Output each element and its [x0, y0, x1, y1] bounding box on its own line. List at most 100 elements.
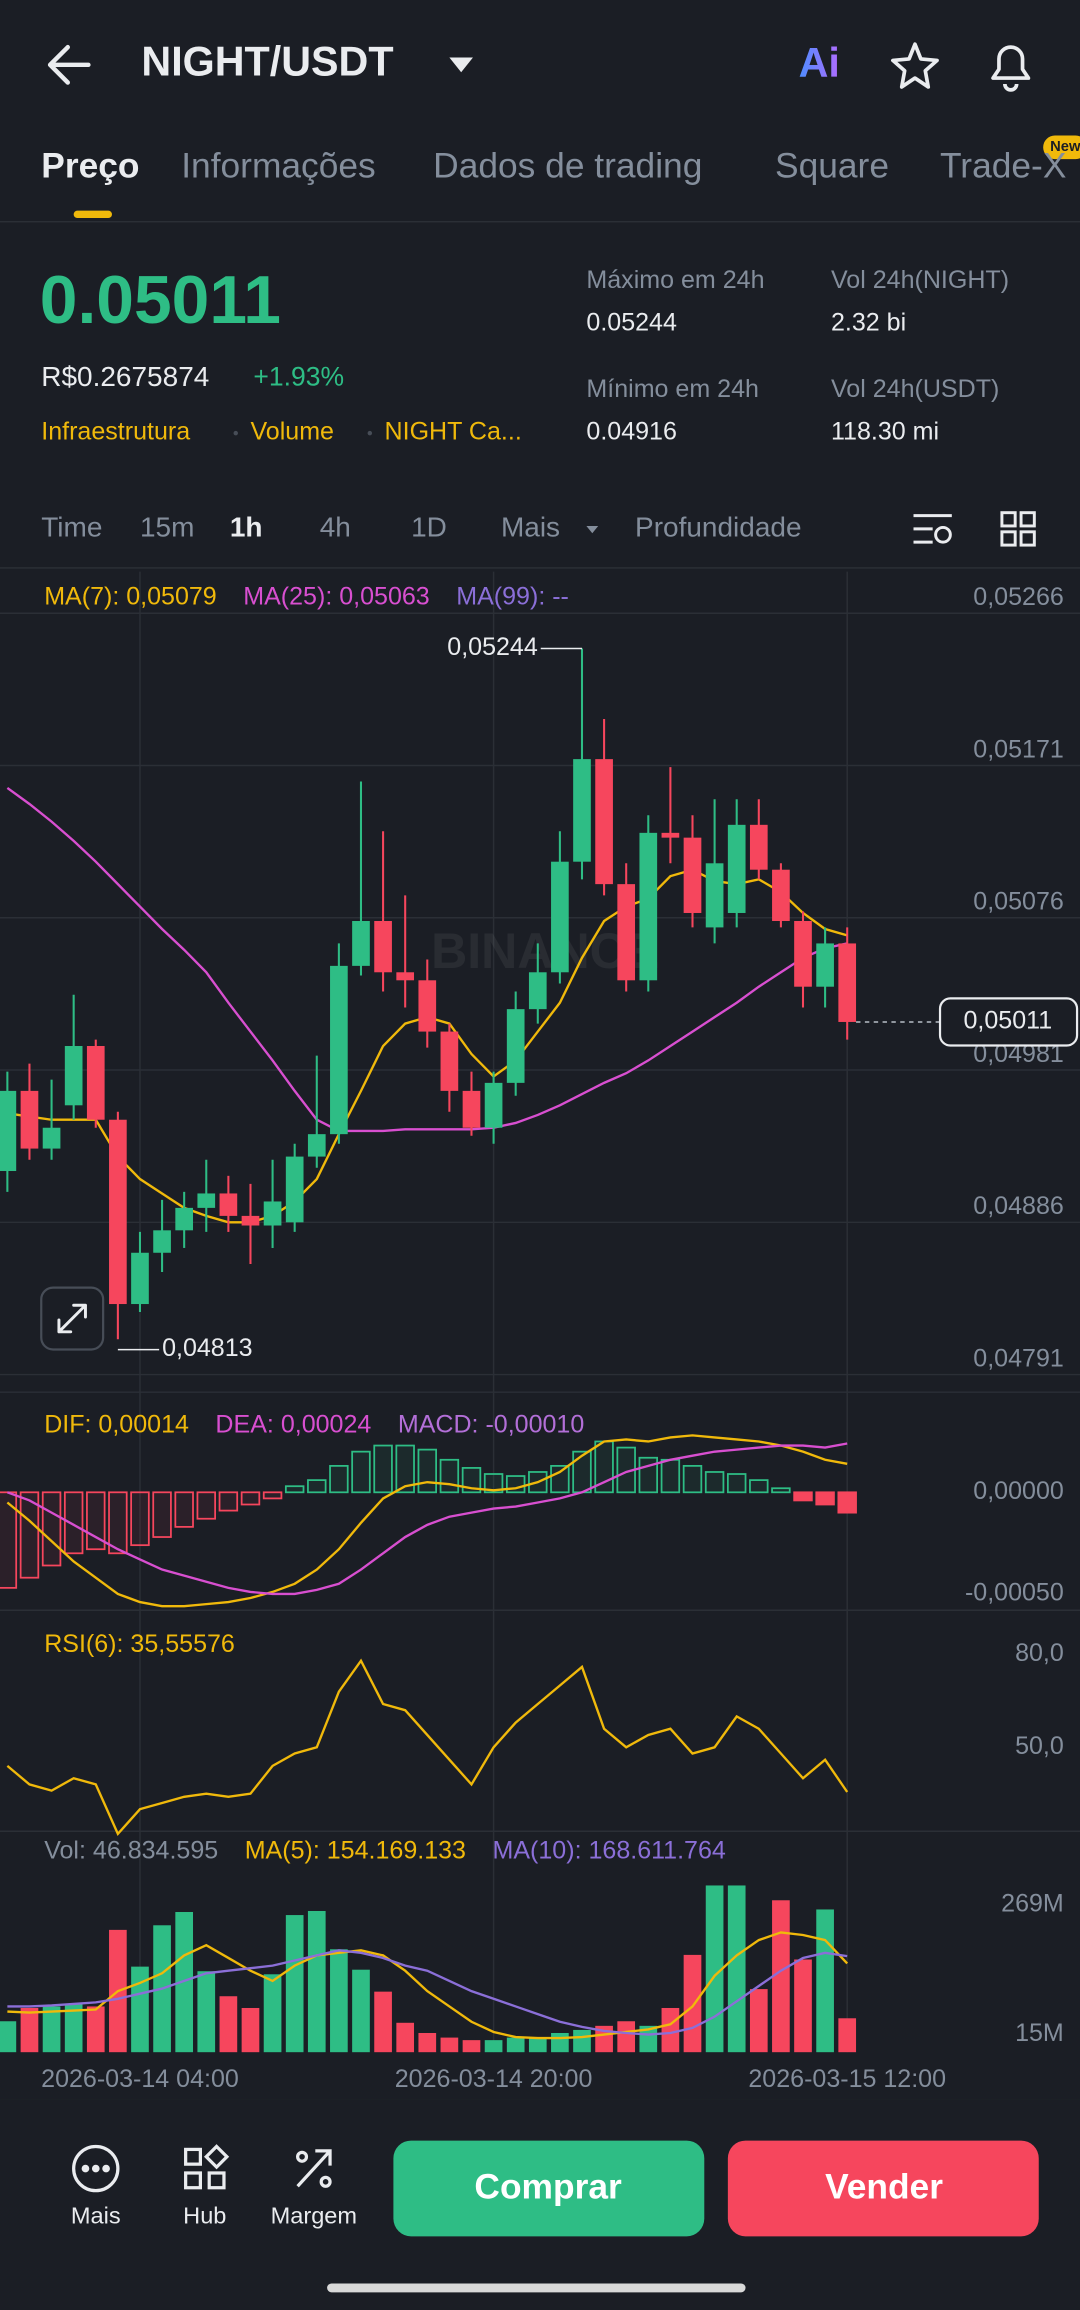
- macd-bar: [284, 1485, 305, 1494]
- macd-bar: [130, 1491, 150, 1547]
- volume-bar: [528, 2037, 547, 2053]
- buy-label[interactable]: Comprar: [474, 2168, 622, 2207]
- volume-bar: [42, 2006, 61, 2053]
- candle-body: [661, 832, 680, 838]
- macd-bar: [793, 1491, 813, 1502]
- tab[interactable]: Informações: [181, 146, 375, 185]
- candle-body: [749, 824, 768, 870]
- x-tick-label: 2026-03-15 12:00: [748, 2065, 946, 2093]
- candle-body: [683, 837, 702, 913]
- buy-button[interactable]: [393, 2140, 705, 2237]
- volume-bar: [64, 2004, 83, 2053]
- tag[interactable]: Infraestrutura: [41, 418, 190, 446]
- sell-label[interactable]: Vender: [825, 2168, 943, 2207]
- indicator-settings-icon[interactable]: [913, 514, 952, 544]
- tag-separator: [233, 430, 238, 436]
- layout-icon[interactable]: [1000, 511, 1036, 547]
- macd-bar: [41, 1491, 62, 1567]
- interval[interactable]: 1h: [230, 511, 263, 542]
- action-label[interactable]: Hub: [183, 2202, 226, 2228]
- legend-entry: MA(7): 0,05079: [44, 583, 217, 611]
- last-price-label: 0,05011: [963, 1007, 1052, 1035]
- tab[interactable]: Trade-X: [940, 146, 1066, 185]
- macd-bar: [704, 1471, 725, 1494]
- volume-bar: [462, 2040, 481, 2053]
- macd-bar: [174, 1491, 194, 1528]
- macd-bar: [483, 1473, 504, 1494]
- action-label[interactable]: Mais: [71, 2202, 121, 2228]
- notification-button[interactable]: [991, 45, 1031, 92]
- last-price: 0.05011: [40, 263, 281, 338]
- indicator-line: [6, 787, 848, 1133]
- x-tick-label: 2026-03-14 20:00: [395, 2065, 593, 2093]
- expand-button[interactable]: [40, 1286, 105, 1351]
- macd-bar: [329, 1464, 349, 1494]
- interval[interactable]: 15m: [140, 511, 194, 542]
- back-button[interactable]: [47, 44, 91, 85]
- volume-bar: [838, 2018, 857, 2053]
- legend-entry: MA(10): 168.611.764: [493, 1836, 726, 1864]
- candle-body: [153, 1230, 171, 1253]
- volume-bar: [772, 1900, 790, 2053]
- tag[interactable]: NIGHT Ca...: [385, 418, 522, 446]
- macd-bar: [395, 1444, 415, 1494]
- indicator-line: [6, 1442, 848, 1596]
- interval[interactable]: Profundidade: [635, 511, 802, 542]
- divider: [0, 220, 1080, 223]
- candle-body: [20, 1090, 39, 1149]
- stat-value: 0.05244: [586, 309, 677, 337]
- pair-title[interactable]: NIGHT/USDT: [141, 39, 393, 85]
- candle-body: [727, 824, 746, 913]
- volume-bar: [352, 1969, 370, 2053]
- interval[interactable]: Mais: [501, 511, 560, 542]
- action-icons[interactable]: [72, 2144, 332, 2193]
- interval[interactable]: Time: [41, 511, 102, 542]
- y-tick-label: 50,0: [1015, 1732, 1064, 1760]
- candle-body: [374, 920, 392, 973]
- legend-entry: Vol: 46.834.595: [44, 1836, 218, 1864]
- macd-bar: [152, 1491, 172, 1538]
- volume-bar: [727, 1885, 746, 2053]
- y-tick-label: 0,05266: [973, 583, 1063, 611]
- y-tick-label: 269M: [1001, 1889, 1064, 1917]
- volume-bar: [484, 2040, 503, 2053]
- sell-button[interactable]: [727, 2140, 1039, 2237]
- macd-bar: [638, 1456, 659, 1494]
- tab[interactable]: Dados de trading: [433, 146, 702, 185]
- volume-bar: [374, 1991, 392, 2053]
- candle-body: [440, 1031, 459, 1091]
- macd-bar: [218, 1491, 239, 1512]
- y-tick-label: 15M: [1015, 2019, 1064, 2047]
- interval[interactable]: 4h: [320, 511, 351, 542]
- volume-bar: [749, 1989, 768, 2053]
- stat-label: Vol 24h(USDT): [831, 375, 999, 403]
- macd-bar: [19, 1491, 40, 1579]
- annotation: 0,04813: [162, 1334, 252, 1362]
- new-badge-bg: [1043, 135, 1080, 160]
- candle-body: [551, 861, 569, 973]
- macd-bar: [726, 1473, 747, 1494]
- candle-body: [418, 980, 437, 1032]
- action-label[interactable]: Margem: [271, 2202, 357, 2228]
- volume-bar: [285, 1915, 304, 2053]
- y-tick-label: 0,05171: [973, 735, 1063, 763]
- favorite-button[interactable]: [891, 42, 939, 89]
- y-tick-label: 0,00000: [973, 1477, 1063, 1505]
- interval[interactable]: 1D: [411, 511, 447, 542]
- macd-bar: [373, 1444, 393, 1494]
- volume-bar: [86, 2006, 105, 2053]
- stat-label: Mínimo em 24h: [586, 375, 759, 403]
- candle-body: [396, 972, 415, 981]
- new-badge: New: [1050, 139, 1080, 155]
- ai-button[interactable]: Ai: [799, 40, 840, 86]
- x-tick-label: 2026-03-14 04:00: [41, 2065, 239, 2093]
- legend-entry: MACD: -0,00010: [398, 1411, 584, 1439]
- tab[interactable]: Preço: [41, 146, 139, 185]
- pair-dropdown[interactable]: [449, 57, 473, 73]
- legend-entry: MA(99): --: [456, 583, 569, 611]
- tab[interactable]: Square: [775, 146, 889, 185]
- candle-body: [573, 759, 591, 862]
- tag[interactable]: Volume: [250, 418, 334, 446]
- candle-body: [263, 1201, 282, 1226]
